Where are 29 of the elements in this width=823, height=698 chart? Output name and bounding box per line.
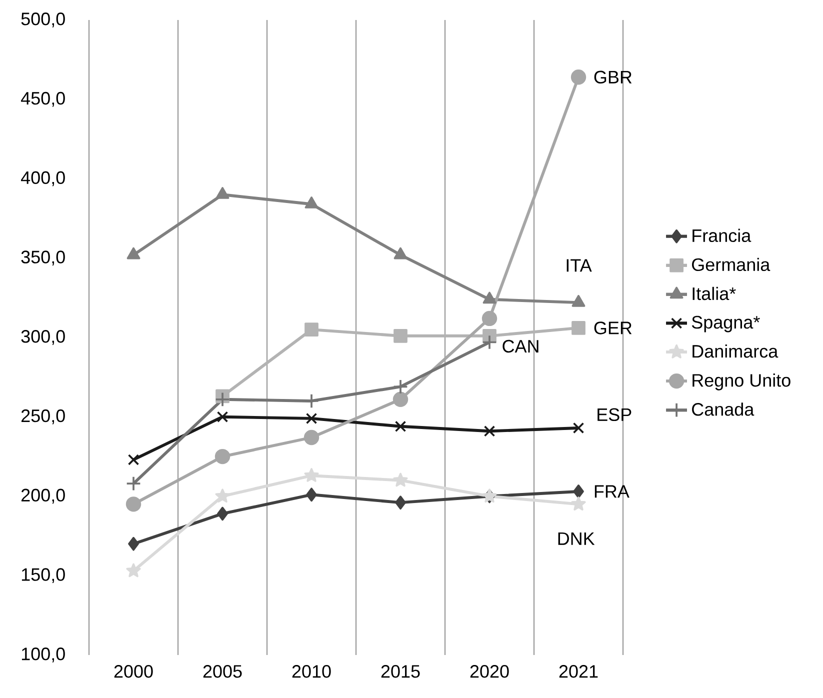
annotation: CAN [502,340,538,353]
y-tick-label: 250,0 [21,409,65,424]
legend-label: Italia* [692,286,736,300]
annotation: GBR [594,70,632,84]
y-tick-label: 350,0 [21,250,65,266]
annotation: ITA [566,259,592,272]
y-tick-label: 300,0 [21,330,65,345]
legend-label: Francia [692,228,752,242]
legend-label: Spagna* [692,316,760,332]
annotation: ESP [598,408,632,422]
legend-label: Danimarca [692,344,778,358]
annotation: GER [594,322,632,334]
y-tick-label: 450,0 [21,92,65,107]
legend-label: Canada [692,402,754,416]
x-tick-label: 2021 [559,665,598,678]
legend-label: Regno Unito [692,374,790,390]
y-tick-label: 200,0 [21,488,65,504]
x-tick-label: 2020 [470,665,509,678]
x-tick-label: 2015 [381,665,420,678]
y-tick-label: 400,0 [21,171,65,186]
y-tick-label: 150,0 [22,568,65,584]
x-tick-label: 2005 [203,665,242,678]
x-tick-label: 2000 [114,665,153,678]
annotation: FRA [594,485,630,498]
y-tick-label: 100,0 [22,648,65,662]
x-tick-label: 2010 [292,665,331,678]
annotation: DNK [558,532,595,545]
legend-label: Germania [692,258,770,272]
y-tick-label: 500,0 [21,12,65,28]
